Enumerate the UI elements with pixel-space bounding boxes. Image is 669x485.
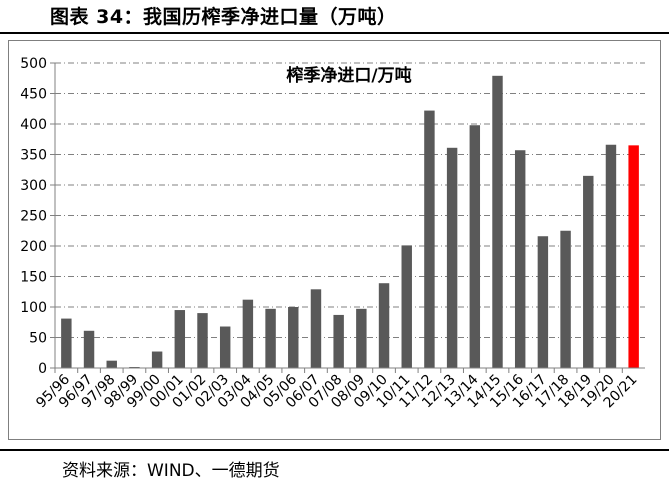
source-note: 资料来源：WIND、一德期货 xyxy=(62,461,280,481)
y-tick-label: 0 xyxy=(38,361,47,377)
bar-chart: 榨季净进口/万吨 0 50 100 150 200 250 300 350 400 450 500 9… xyxy=(20,56,645,411)
bar-14-15 xyxy=(492,75,503,368)
bar-15-16 xyxy=(514,150,526,368)
bar-95-96 xyxy=(61,318,72,368)
bars xyxy=(61,75,639,368)
y-tick-label: 200 xyxy=(20,239,47,255)
y-tick-label: 150 xyxy=(20,270,47,286)
top-rule xyxy=(0,32,669,34)
y-tick-label: 300 xyxy=(20,178,47,194)
bar-17-18 xyxy=(560,230,571,368)
bar-18-19 xyxy=(583,175,594,368)
y-tick-label: 400 xyxy=(20,117,47,133)
x-tick-labels: 95/9696/9797/9898/9999/0000/0101/0202/03… xyxy=(33,371,640,411)
bar-05-06 xyxy=(288,307,299,368)
bar-99-00 xyxy=(151,351,163,368)
chart-title: 榨季净进口/万吨 xyxy=(285,65,411,86)
bottom-rule xyxy=(0,449,669,451)
bar-04-05 xyxy=(265,308,276,368)
bar-11-12 xyxy=(424,110,435,368)
chart-frame: 榨季净进口/万吨 0 50 100 150 200 250 300 350 400 450 500 9… xyxy=(8,40,661,440)
y-tick-label: 350 xyxy=(20,148,47,164)
y-tick-label: 250 xyxy=(20,209,47,225)
y-tick-label: 500 xyxy=(20,56,47,72)
bar-08-09 xyxy=(356,308,367,368)
axes xyxy=(50,62,645,373)
y-tick-label: 450 xyxy=(20,87,47,103)
y-tick-label: 100 xyxy=(20,300,47,316)
y-tick-labels: 0 50 100 150 200 250 300 350 400 450 500 xyxy=(20,56,47,377)
bar-02-03 xyxy=(219,326,231,368)
grid-lines xyxy=(55,62,645,338)
bar-16-17 xyxy=(537,236,549,368)
bar-12-13 xyxy=(446,147,458,368)
bar-97-98 xyxy=(106,360,117,368)
bar-20-21 xyxy=(628,145,639,368)
bar-00-01 xyxy=(174,310,186,368)
bar-96-97 xyxy=(83,330,95,368)
bar-03-04 xyxy=(242,299,254,368)
bar-10-11 xyxy=(401,245,412,368)
bar-01-02 xyxy=(197,313,208,368)
bar-06-07 xyxy=(310,289,322,368)
bar-07-08 xyxy=(333,314,344,368)
bar-09-10 xyxy=(378,283,390,368)
bar-19-20 xyxy=(605,144,617,368)
y-tick-label: 50 xyxy=(29,331,47,347)
bar-13-14 xyxy=(469,125,481,368)
figure-title: 图表 34：我国历榨季净进口量（万吨） xyxy=(50,6,397,28)
